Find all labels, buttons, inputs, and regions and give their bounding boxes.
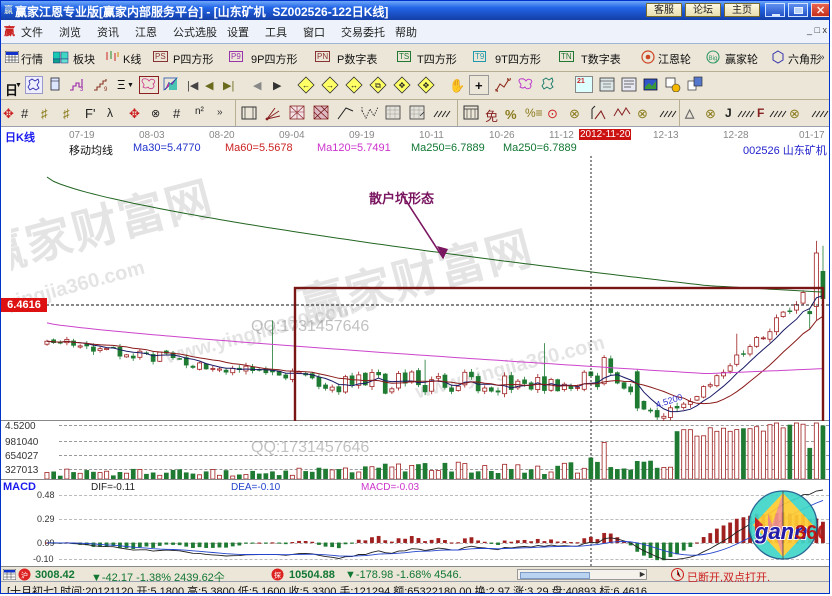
svg-text:Big: Big bbox=[709, 56, 718, 62]
svg-text:4.5200: 4.5200 bbox=[655, 392, 684, 410]
svg-text:3: 3 bbox=[80, 87, 84, 92]
svg-text:沪: 沪 bbox=[21, 571, 28, 580]
svg-text:✥: ✥ bbox=[423, 81, 430, 90]
svg-text:9: 9 bbox=[104, 87, 108, 92]
svg-text:探: 探 bbox=[274, 571, 281, 580]
svg-text:✥: ✥ bbox=[399, 81, 406, 90]
svg-text:→: → bbox=[326, 81, 334, 90]
svg-text:←: ← bbox=[302, 81, 310, 90]
svg-text:360: 360 bbox=[795, 522, 823, 544]
svg-text:↔: ↔ bbox=[350, 81, 358, 90]
svg-text:⧉: ⧉ bbox=[375, 81, 381, 90]
